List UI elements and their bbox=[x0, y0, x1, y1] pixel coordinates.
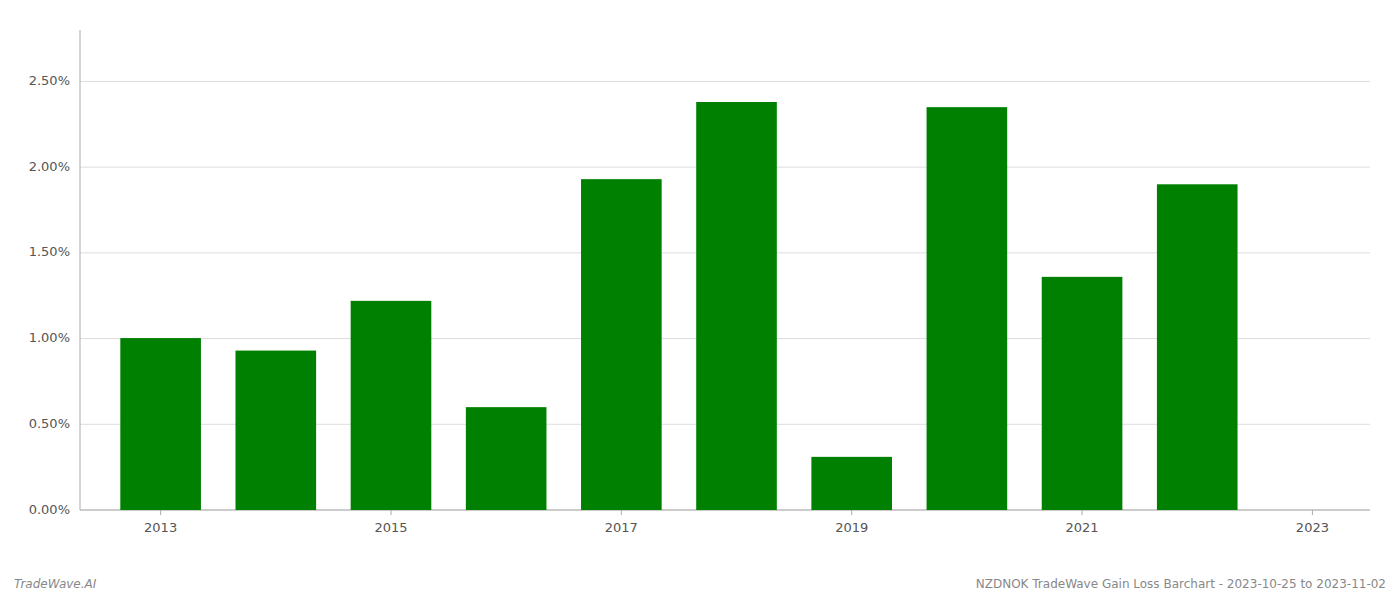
x-tick bbox=[160, 510, 161, 515]
y-tick-label: 0.50% bbox=[29, 416, 70, 431]
title: NZDNOK TradeWave Gain Loss Barchart - 20… bbox=[976, 577, 1386, 591]
bar bbox=[581, 179, 662, 510]
bar bbox=[811, 457, 892, 510]
chart-svg: 0.00% 0.50% 1.00% 1.50% 2.00% 2.50% 2013 2015 20… bbox=[0, 0, 1400, 600]
x-tick bbox=[1312, 510, 1313, 515]
x-tick bbox=[1082, 510, 1083, 515]
x-tick-label: 2015 bbox=[374, 520, 407, 535]
grid-line bbox=[80, 81, 1370, 82]
x-tick-label: 2023 bbox=[1296, 520, 1329, 535]
bar bbox=[120, 338, 201, 510]
axes: 0.00% 0.50% 1.00% 1.50% 2.00% 2.50% 2013 2015 20… bbox=[29, 30, 1370, 535]
x-tick-label: 2013 bbox=[144, 520, 177, 535]
bar bbox=[235, 351, 316, 510]
y-tick-label: 1.50% bbox=[29, 244, 70, 259]
bars bbox=[120, 102, 1237, 510]
bar bbox=[927, 107, 1008, 510]
bar bbox=[1157, 184, 1238, 510]
y-axis-line bbox=[80, 30, 81, 510]
y-tick-label: 0.00% bbox=[29, 502, 70, 517]
grid bbox=[80, 81, 1370, 510]
watermark: TradeWave.AI bbox=[14, 577, 97, 591]
bar bbox=[1042, 277, 1123, 510]
y-tick-label: 1.00% bbox=[29, 330, 70, 345]
x-tick-label: 2019 bbox=[835, 520, 868, 535]
bar bbox=[466, 407, 547, 510]
y-tick-label: 2.00% bbox=[29, 159, 70, 174]
bar bbox=[696, 102, 777, 510]
x-tick bbox=[851, 510, 852, 515]
y-tick-label: 2.50% bbox=[29, 73, 70, 88]
x-tick bbox=[621, 510, 622, 515]
x-tick-label: 2021 bbox=[1066, 520, 1099, 535]
x-tick-label: 2017 bbox=[605, 520, 638, 535]
chart-container: 0.00% 0.50% 1.00% 1.50% 2.00% 2.50% 2013 2015 20… bbox=[0, 0, 1400, 600]
bar bbox=[351, 301, 432, 510]
x-tick bbox=[390, 510, 391, 515]
